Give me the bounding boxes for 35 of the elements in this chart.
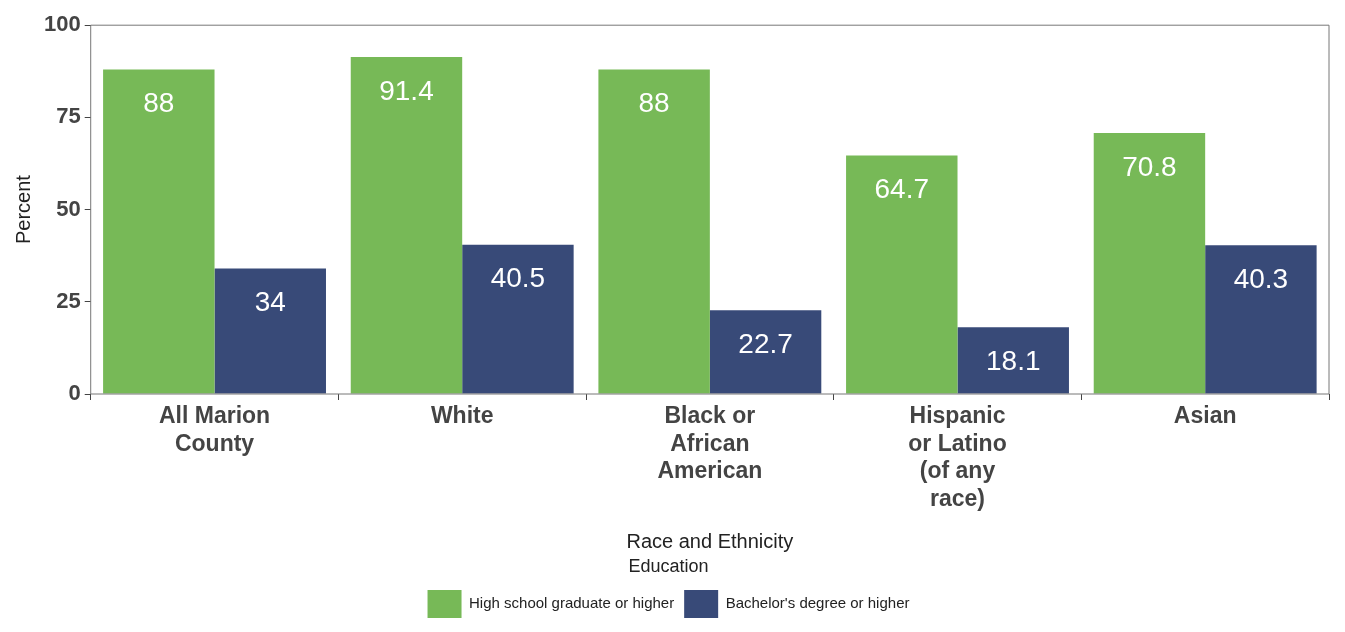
bar bbox=[350, 56, 463, 394]
data-label: 70.8 bbox=[1122, 150, 1177, 182]
data-label: 34 bbox=[254, 286, 286, 318]
legend-label: Bachelor's degree or higher bbox=[725, 594, 910, 612]
bar bbox=[103, 69, 215, 394]
bar bbox=[214, 268, 326, 394]
bar bbox=[1205, 245, 1317, 394]
y-tick-label: 25 bbox=[56, 287, 81, 313]
data-label: 22.7 bbox=[738, 328, 793, 359]
x-axis-title: Race and Ethnicity bbox=[626, 529, 794, 552]
data-label: 88 bbox=[638, 87, 670, 119]
bar bbox=[1093, 132, 1206, 394]
y-tick-label: 0 bbox=[68, 380, 81, 406]
x-tick-label: Asian bbox=[1173, 402, 1237, 429]
bar bbox=[709, 310, 822, 394]
data-label: 88 bbox=[143, 87, 175, 119]
data-label: 91.4 bbox=[379, 74, 434, 106]
x-tick-label: Black or African American bbox=[657, 402, 763, 484]
y-tick-label: 50 bbox=[56, 195, 81, 221]
data-label: 40.3 bbox=[1233, 263, 1289, 295]
y-tick-label: 75 bbox=[56, 103, 81, 129]
x-tick-label: All Marion County bbox=[158, 402, 271, 456]
legend-label: High school graduate or higher bbox=[469, 594, 675, 612]
data-label: 18.1 bbox=[985, 344, 1041, 376]
legend-title: Education bbox=[628, 556, 709, 577]
bar bbox=[846, 155, 958, 394]
y-tick-label: 100 bbox=[43, 11, 81, 37]
bar bbox=[598, 69, 710, 394]
x-tick-label: White bbox=[430, 402, 494, 429]
data-label: 64.7 bbox=[874, 173, 930, 205]
data-label: 40.5 bbox=[490, 262, 546, 294]
bar bbox=[957, 327, 1069, 394]
bar bbox=[462, 244, 574, 394]
y-axis-title: Percent bbox=[11, 174, 34, 245]
x-tick-label: Hispanic or Latino (of any race) bbox=[908, 402, 1007, 511]
